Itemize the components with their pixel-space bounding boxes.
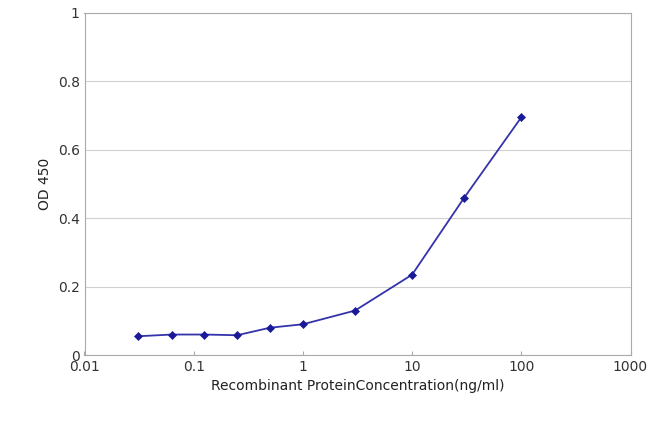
X-axis label: Recombinant ProteinConcentration(ng/ml): Recombinant ProteinConcentration(ng/ml) bbox=[211, 379, 504, 394]
Y-axis label: OD 450: OD 450 bbox=[38, 158, 52, 210]
